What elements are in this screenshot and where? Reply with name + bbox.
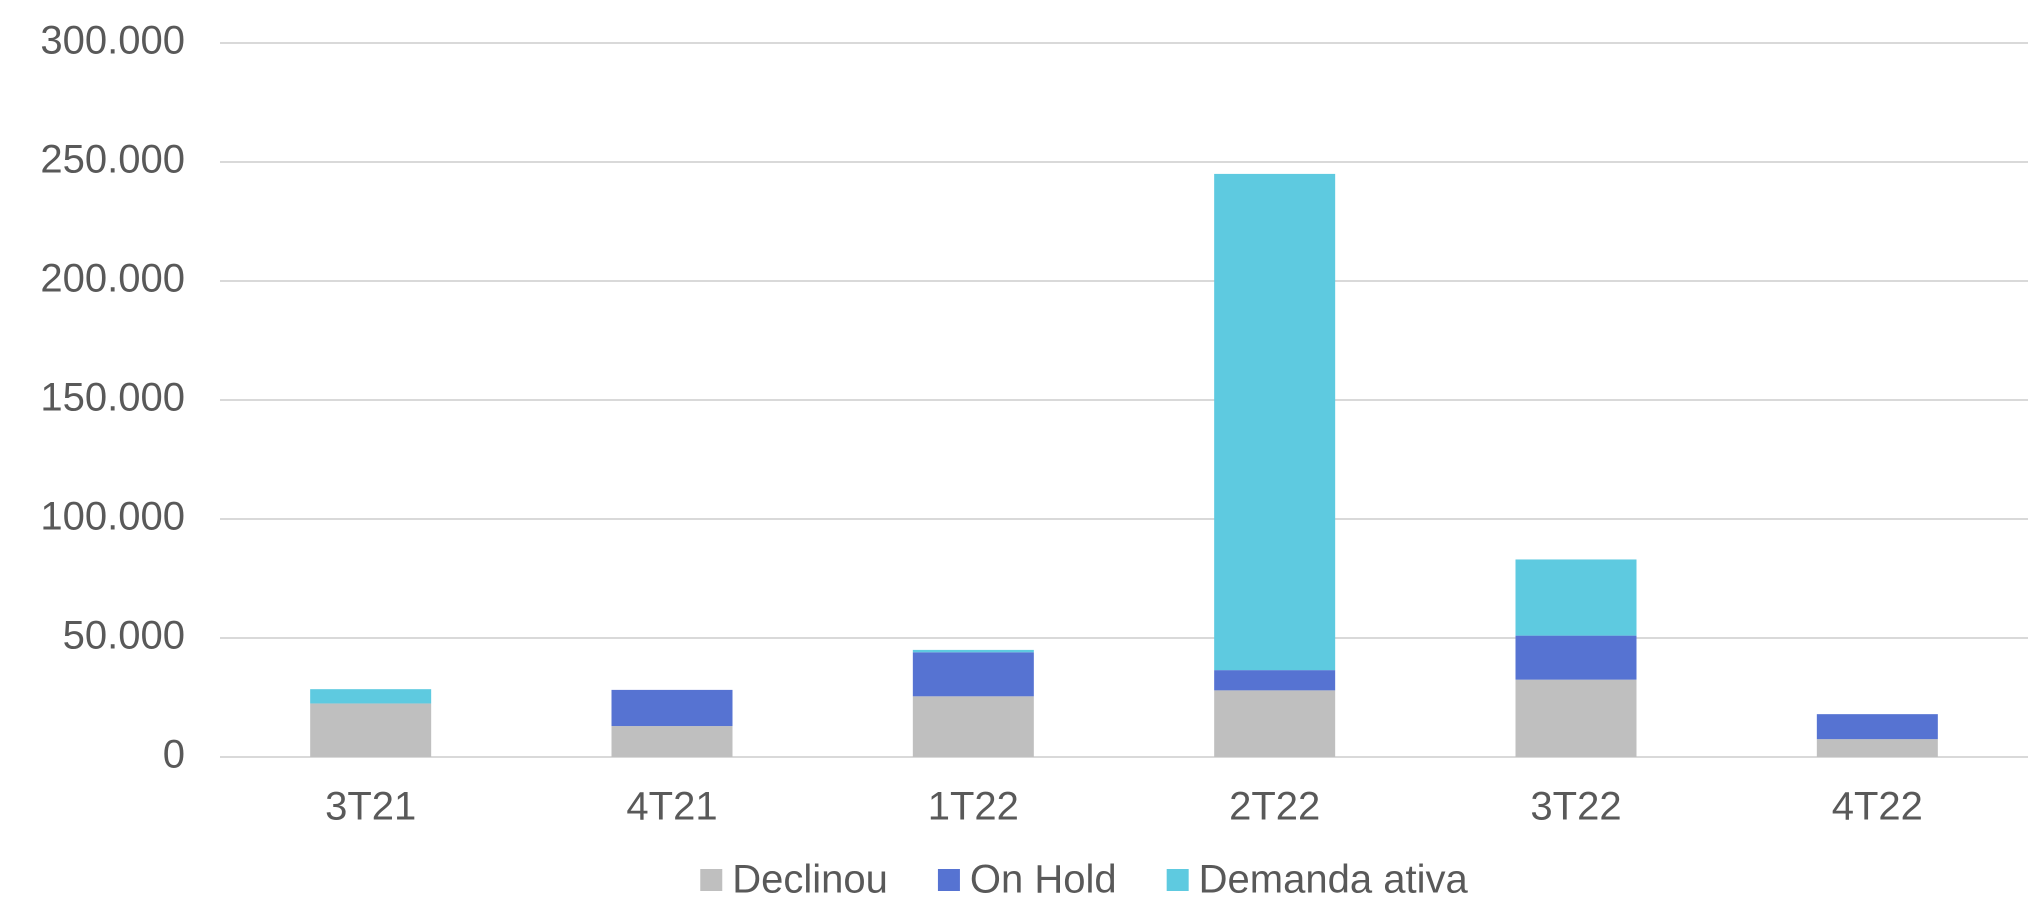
legend-swatch [937,869,960,891]
x-tick-label: 2T22 [1229,785,1320,829]
y-tick-label: 250.000 [40,138,185,182]
bar-segment [310,703,432,757]
bar-segment [1515,679,1637,757]
legend-label: On Hold [970,858,1117,899]
bar-segment [1214,173,1336,671]
y-tick-label: 100.000 [40,495,185,539]
bar-segment [1214,670,1336,691]
bar-segment [611,689,733,727]
bar-segment [611,726,733,757]
bar-segment [912,696,1034,757]
legend-swatch [700,869,723,891]
y-tick-label: 200.000 [40,257,185,301]
x-tick-label: 1T22 [928,785,1019,829]
x-tick-label: 3T22 [1530,785,1621,829]
bar-segment [310,689,432,704]
x-tick-label: 3T21 [325,785,416,829]
bar-segment [1816,714,1938,740]
legend-label: Declinou [732,858,888,899]
y-tick-label: 0 [163,733,185,777]
legend-swatch [1166,869,1189,891]
bar-segment [912,652,1034,697]
x-tick-label: 4T21 [626,785,717,829]
y-tick-label: 150.000 [40,376,185,420]
bar-segment [912,649,1034,653]
y-tick-label: 50.000 [63,614,185,658]
bar-segment [1515,635,1637,680]
bar-segment [1816,739,1938,757]
legend-label: Demanda ativa [1199,858,1469,899]
bar-segment [1515,559,1637,636]
bar-segment [1214,690,1336,757]
x-tick-label: 4T22 [1832,785,1923,829]
y-tick-label: 300.000 [40,19,185,63]
